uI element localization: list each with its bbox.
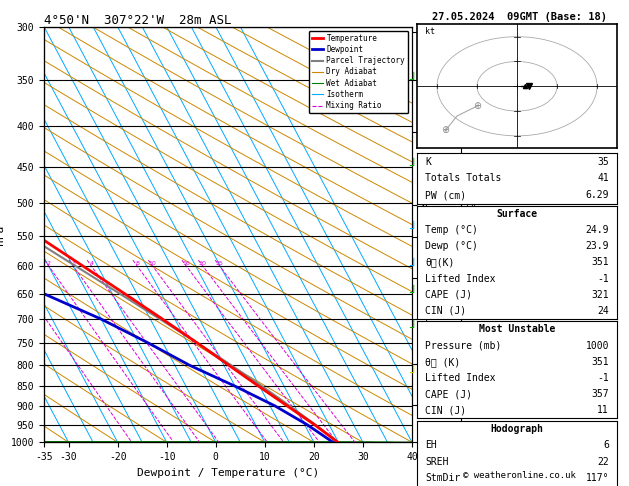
Text: 11: 11	[598, 405, 609, 416]
Text: Dewp (°C): Dewp (°C)	[425, 242, 478, 251]
X-axis label: Dewpoint / Temperature (°C): Dewpoint / Temperature (°C)	[137, 468, 319, 478]
Text: ┘: ┘	[409, 367, 417, 380]
Text: ┘: ┘	[409, 73, 417, 87]
Text: © weatheronline.co.uk: © weatheronline.co.uk	[463, 471, 576, 480]
Text: θᴇ(K): θᴇ(K)	[425, 258, 454, 267]
Text: Lifted Index: Lifted Index	[425, 373, 496, 383]
Text: StmDir: StmDir	[425, 473, 460, 483]
Text: 2: 2	[47, 261, 51, 266]
Text: 357: 357	[591, 389, 609, 399]
Text: Lifted Index: Lifted Index	[425, 274, 496, 283]
Text: EH: EH	[425, 440, 437, 451]
Y-axis label: Mixing Ratio (g/kg): Mixing Ratio (g/kg)	[466, 179, 476, 290]
Text: ┘: ┘	[409, 260, 417, 273]
Y-axis label: km
ASL: km ASL	[455, 224, 473, 245]
Text: 117°: 117°	[586, 473, 609, 483]
Text: -1: -1	[598, 373, 609, 383]
Text: 4: 4	[89, 261, 93, 266]
Text: CAPE (J): CAPE (J)	[425, 290, 472, 300]
Text: Pressure (mb): Pressure (mb)	[425, 341, 501, 350]
Text: 4°50'N  307°22'W  28m ASL: 4°50'N 307°22'W 28m ASL	[44, 14, 231, 27]
Text: 22: 22	[598, 457, 609, 467]
Text: 35: 35	[598, 156, 609, 167]
Text: Temp (°C): Temp (°C)	[425, 225, 478, 235]
Text: 41: 41	[598, 174, 609, 183]
Legend: Temperature, Dewpoint, Parcel Trajectory, Dry Adiabat, Wet Adiabat, Isotherm, Mi: Temperature, Dewpoint, Parcel Trajectory…	[309, 31, 408, 113]
Text: 351: 351	[591, 357, 609, 367]
Text: ⊕: ⊕	[473, 101, 481, 111]
Text: 8: 8	[135, 261, 139, 266]
Text: CIN (J): CIN (J)	[425, 306, 466, 316]
Text: ⊕: ⊕	[441, 125, 449, 136]
Text: Most Unstable: Most Unstable	[479, 324, 555, 334]
Text: SREH: SREH	[425, 457, 448, 467]
Text: 321: 321	[591, 290, 609, 300]
Text: 27.05.2024  09GMT (Base: 18): 27.05.2024 09GMT (Base: 18)	[432, 12, 607, 22]
Text: ┘: ┘	[409, 223, 417, 236]
Text: kt: kt	[425, 27, 435, 36]
Text: 20: 20	[199, 261, 207, 266]
Text: 24: 24	[598, 306, 609, 316]
Text: CIN (J): CIN (J)	[425, 405, 466, 416]
Text: 24.9: 24.9	[586, 225, 609, 235]
Text: K: K	[425, 156, 431, 167]
Text: CAPE (J): CAPE (J)	[425, 389, 472, 399]
Text: 25: 25	[216, 261, 223, 266]
Text: -1: -1	[598, 274, 609, 283]
Text: ┘: ┘	[409, 322, 417, 335]
Text: ┘: ┘	[409, 287, 417, 300]
Text: 6.29: 6.29	[586, 190, 609, 200]
Text: Surface: Surface	[496, 209, 538, 219]
Text: 16: 16	[182, 261, 190, 266]
Text: PW (cm): PW (cm)	[425, 190, 466, 200]
Text: 23.9: 23.9	[586, 242, 609, 251]
Text: 6: 6	[603, 440, 609, 451]
Text: Totals Totals: Totals Totals	[425, 174, 501, 183]
Text: 10: 10	[148, 261, 157, 266]
Text: 1000: 1000	[586, 341, 609, 350]
Text: θᴇ (K): θᴇ (K)	[425, 357, 460, 367]
Text: Hodograph: Hodograph	[491, 424, 543, 434]
Y-axis label: hPa: hPa	[0, 225, 5, 244]
Text: 351: 351	[591, 258, 609, 267]
Text: 3: 3	[71, 261, 75, 266]
Text: ┘: ┘	[409, 160, 417, 173]
